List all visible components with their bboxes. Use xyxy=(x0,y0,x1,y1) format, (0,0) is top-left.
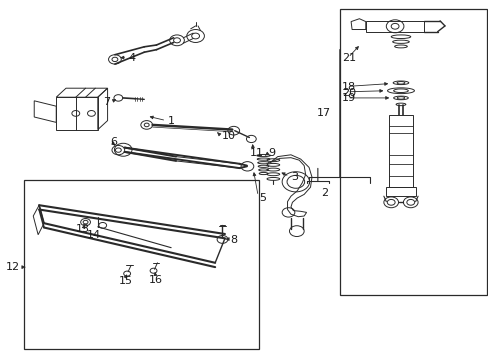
Text: 1: 1 xyxy=(167,116,174,126)
Text: 21: 21 xyxy=(342,53,356,63)
Bar xyxy=(24,180,259,349)
Text: 2: 2 xyxy=(321,188,328,198)
Text: 10: 10 xyxy=(221,131,235,141)
Text: 19: 19 xyxy=(342,93,356,103)
Text: 14: 14 xyxy=(87,230,101,240)
Text: 9: 9 xyxy=(268,148,275,158)
Bar xyxy=(339,9,486,295)
Text: 13: 13 xyxy=(76,224,90,234)
Text: 7: 7 xyxy=(102,97,110,107)
Text: 16: 16 xyxy=(149,275,163,285)
Text: 6: 6 xyxy=(110,137,117,147)
Text: 17: 17 xyxy=(316,108,330,118)
Text: 15: 15 xyxy=(118,276,132,286)
Text: 20: 20 xyxy=(342,87,356,98)
Text: 3: 3 xyxy=(290,172,297,182)
Text: 4: 4 xyxy=(128,53,136,63)
Text: 12: 12 xyxy=(6,262,20,272)
Text: 8: 8 xyxy=(230,235,237,245)
Text: 11: 11 xyxy=(249,148,264,158)
Text: 5: 5 xyxy=(259,193,265,203)
Text: 18: 18 xyxy=(342,82,356,92)
